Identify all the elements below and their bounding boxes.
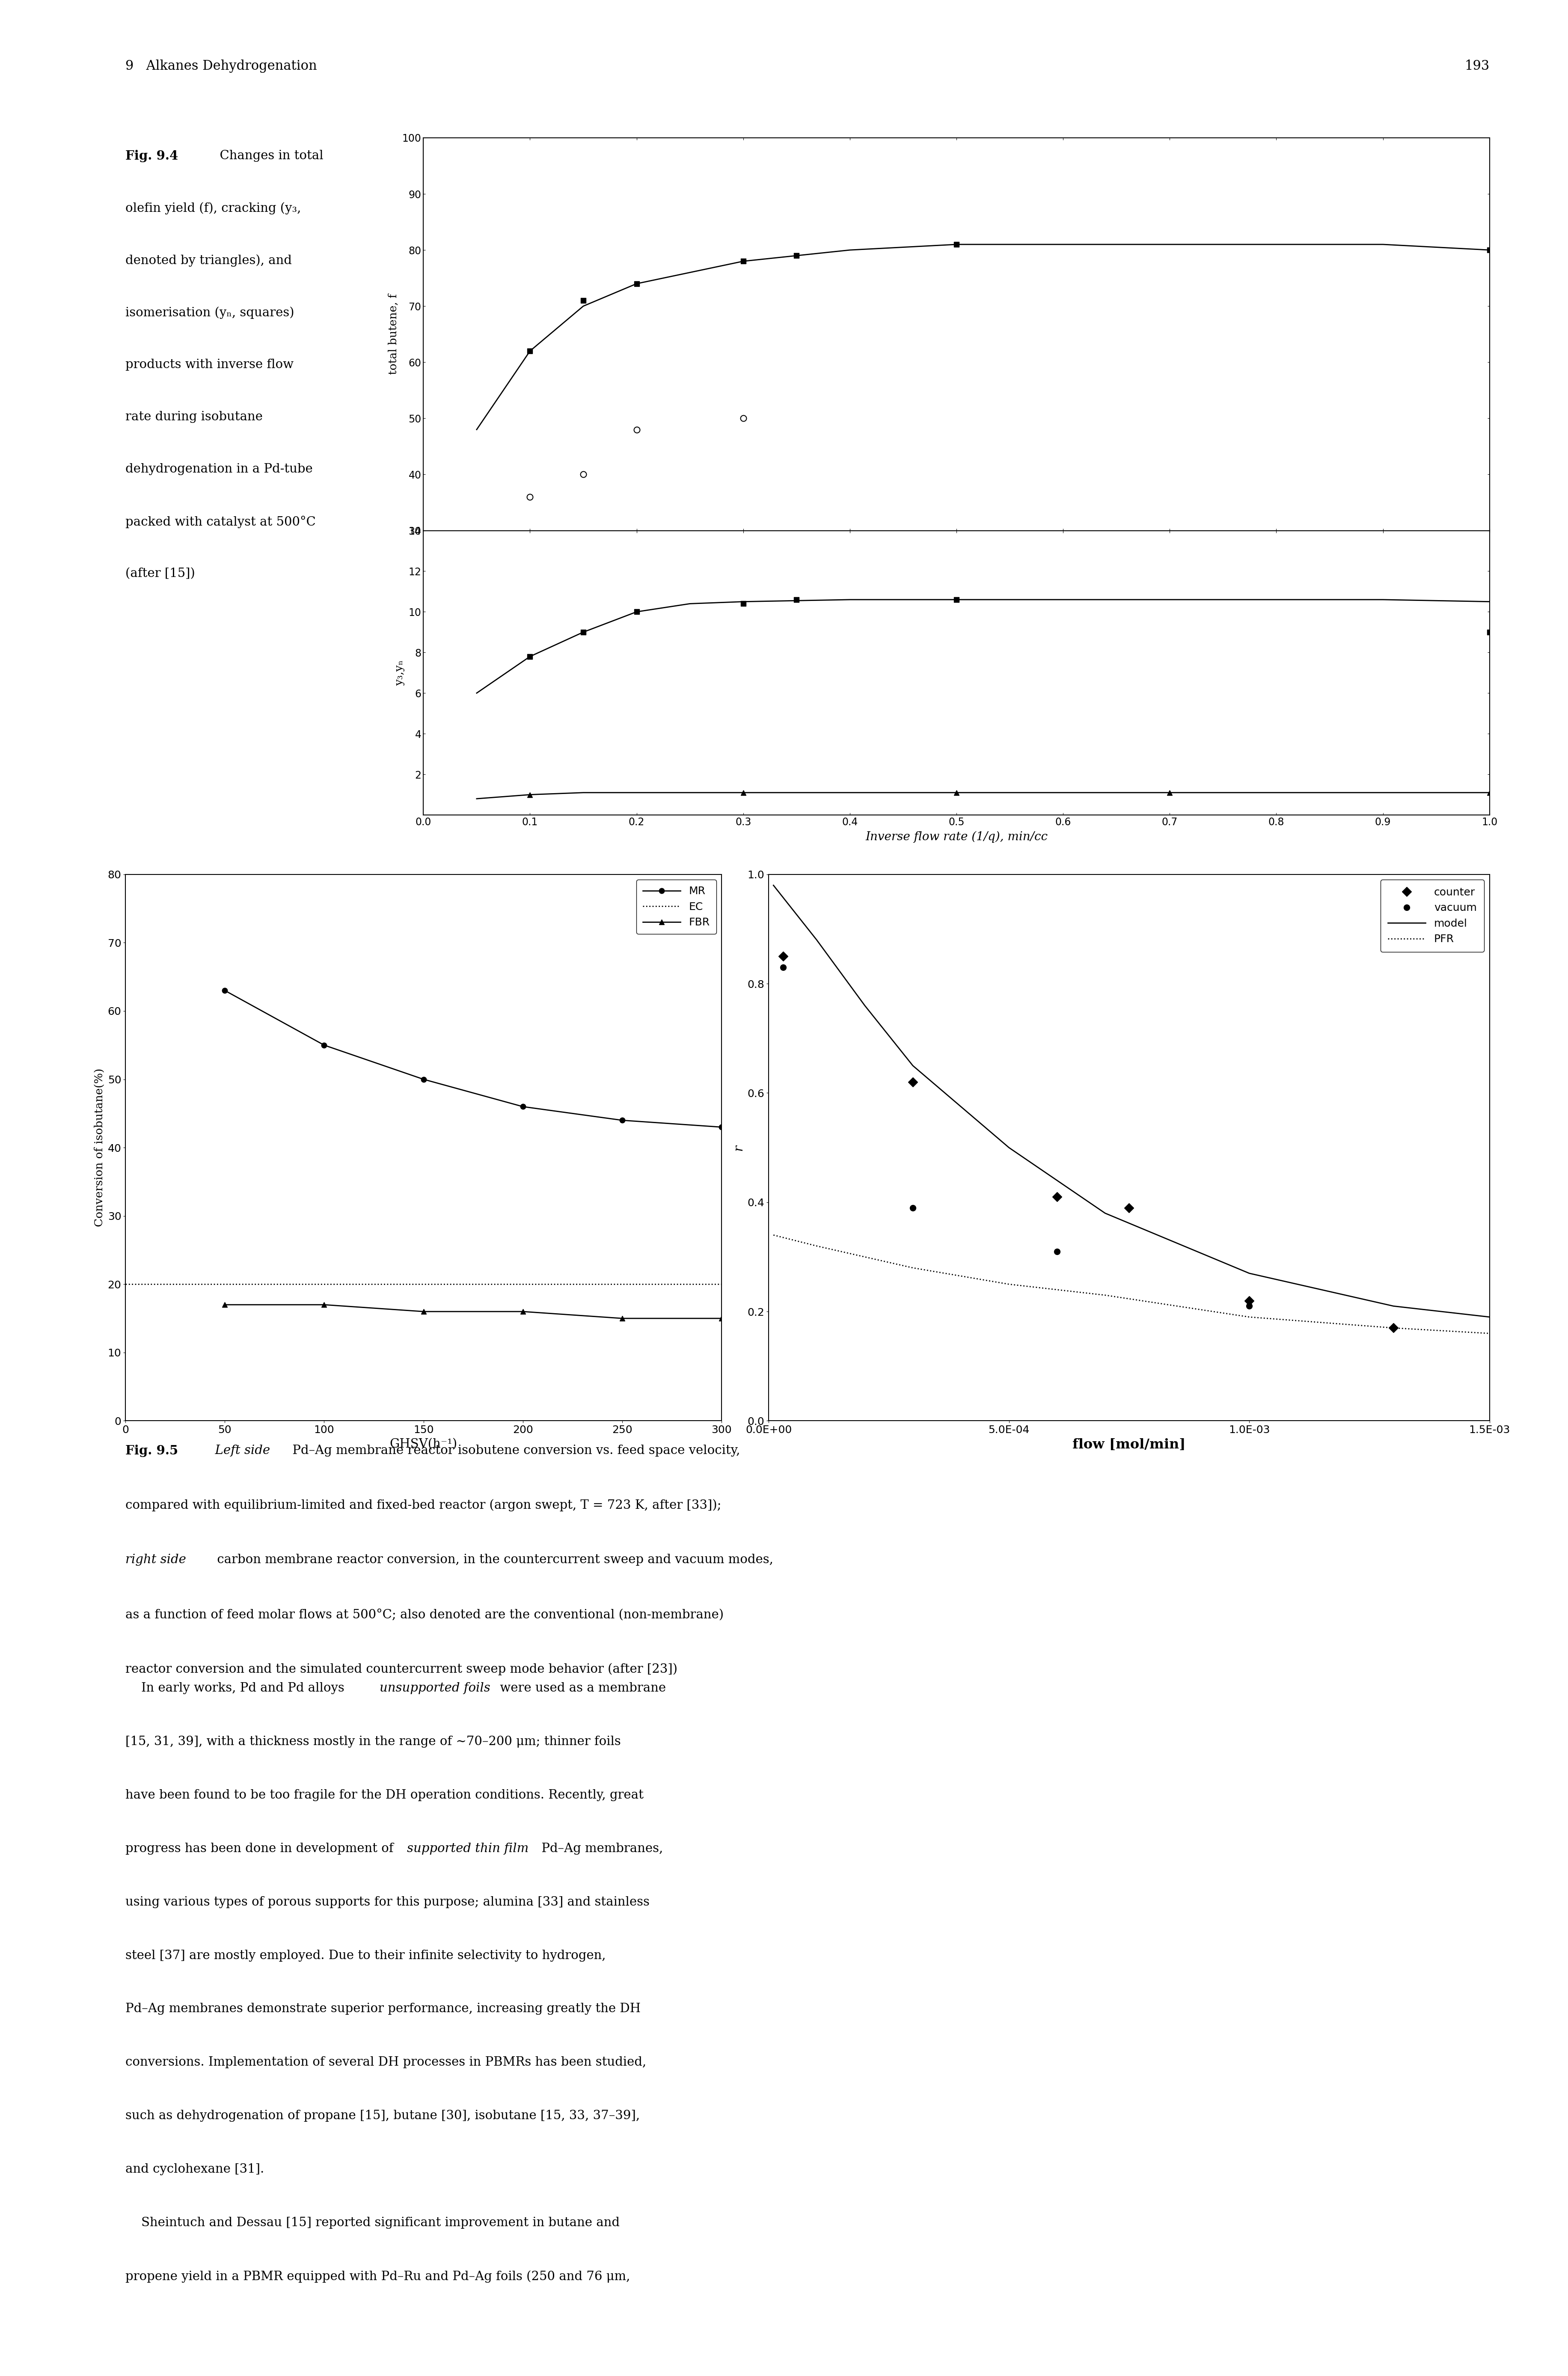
Text: have been found to be too fragile for the DH operation conditions. Recently, gre: have been found to be too fragile for th… [125, 1789, 643, 1801]
X-axis label: Inverse flow rate (1/q), min/cc: Inverse flow rate (1/q), min/cc [866, 832, 1047, 843]
PFR [764, 1221, 782, 1250]
PFR [1385, 1314, 1403, 1342]
Text: Pd–Ag membrane reactor isobutene conversion vs. feed space velocity,: Pd–Ag membrane reactor isobutene convers… [289, 1445, 740, 1456]
Text: unsupported foils: unsupported foils [379, 1682, 491, 1694]
FBR [613, 1304, 632, 1333]
PFR [999, 1269, 1018, 1297]
Text: as a function of feed molar flows at 500°C; also denoted are the conventional (n: as a function of feed molar flows at 500… [125, 1609, 724, 1620]
Text: propene yield in a PBMR equipped with Pd–Ru and Pd–Ag foils (250 and 76 μm,: propene yield in a PBMR equipped with Pd… [125, 2271, 630, 2283]
Y-axis label: total butene, f: total butene, f [387, 295, 398, 375]
Text: denoted by triangles), and: denoted by triangles), and [125, 254, 292, 266]
model [856, 991, 875, 1019]
model [1480, 1302, 1499, 1331]
PFR [1240, 1302, 1259, 1331]
PFR [903, 1255, 922, 1283]
Text: [15, 31, 39], with a thickness mostly in the range of ∼70–200 μm; thinner foils: [15, 31, 39], with a thickness mostly in… [125, 1734, 621, 1749]
Text: Left side: Left side [207, 1445, 270, 1456]
counter [773, 943, 792, 972]
model [999, 1133, 1018, 1162]
vacuum [1385, 1314, 1403, 1342]
Text: using various types of porous supports for this purpose; alumina [33] and stainl: using various types of porous supports f… [125, 1896, 649, 1908]
Text: olefin yield (f), cracking (y₃,: olefin yield (f), cracking (y₃, [125, 202, 301, 214]
Text: were used as a membrane: were used as a membrane [495, 1682, 666, 1694]
Line: vacuum: vacuum [781, 965, 1397, 1331]
Text: Sheintuch and Dessau [15] reported significant improvement in butane and: Sheintuch and Dessau [15] reported signi… [125, 2217, 619, 2229]
Line: PFR: PFR [773, 1236, 1490, 1333]
vacuum [903, 1193, 922, 1221]
model [764, 872, 782, 901]
counter [1385, 1314, 1403, 1342]
PFR [1480, 1319, 1499, 1347]
counter [903, 1067, 922, 1095]
vacuum [1047, 1238, 1066, 1266]
Text: compared with equilibrium-limited and fixed-bed reactor (argon swept, T = 723 K,: compared with equilibrium-limited and fi… [125, 1499, 721, 1511]
Text: Fig. 9.4: Fig. 9.4 [125, 150, 179, 162]
Text: Pd–Ag membranes demonstrate superior performance, increasing greatly the DH: Pd–Ag membranes demonstrate superior per… [125, 2003, 641, 2015]
model [1096, 1200, 1115, 1228]
PFR [808, 1231, 826, 1259]
Text: carbon membrane reactor conversion, in the countercurrent sweep and vacuum modes: carbon membrane reactor conversion, in t… [213, 1554, 773, 1566]
Legend: counter, vacuum, model, PFR: counter, vacuum, model, PFR [1380, 879, 1485, 953]
Line: model: model [773, 886, 1490, 1316]
Text: Changes in total: Changes in total [212, 150, 323, 162]
FBR [315, 1290, 334, 1319]
MR [513, 1093, 532, 1121]
Text: progress has been done in development of: progress has been done in development of [125, 1844, 398, 1856]
Text: isomerisation (yₙ, squares): isomerisation (yₙ, squares) [125, 307, 295, 318]
Text: and cyclohexane [31].: and cyclohexane [31]. [125, 2162, 263, 2176]
Text: conversions. Implementation of several DH processes in PBMRs has been studied,: conversions. Implementation of several D… [125, 2055, 646, 2069]
counter [1120, 1193, 1138, 1221]
MR [712, 1112, 731, 1140]
Line: counter: counter [779, 953, 1397, 1331]
model [1385, 1293, 1403, 1321]
Text: 9   Alkanes Dehydrogenation: 9 Alkanes Dehydrogenation [125, 59, 317, 74]
Text: (after [15]): (after [15]) [125, 568, 194, 580]
Y-axis label: r: r [732, 1145, 745, 1150]
Y-axis label: y₃,yₙ: y₃,yₙ [394, 661, 405, 687]
X-axis label: flow [mol/min]: flow [mol/min] [1073, 1437, 1185, 1452]
Text: In early works, Pd and Pd alloys: In early works, Pd and Pd alloys [125, 1682, 348, 1694]
Text: products with inverse flow: products with inverse flow [125, 359, 293, 371]
Text: rate during isobutane: rate during isobutane [125, 411, 263, 423]
PFR [856, 1243, 875, 1271]
FBR [712, 1304, 731, 1333]
X-axis label: GHSV(h⁻¹): GHSV(h⁻¹) [390, 1437, 458, 1449]
Text: Pd–Ag membranes,: Pd–Ag membranes, [538, 1844, 663, 1856]
Text: such as dehydrogenation of propane [15], butane [30], isobutane [15, 33, 37–39],: such as dehydrogenation of propane [15],… [125, 2110, 640, 2122]
MR [613, 1107, 632, 1136]
Text: supported thin film: supported thin film [408, 1844, 528, 1856]
Text: steel [37] are mostly employed. Due to their infinite selectivity to hydrogen,: steel [37] are mostly employed. Due to t… [125, 1948, 605, 1963]
Text: right side: right side [125, 1554, 187, 1566]
model [903, 1050, 922, 1079]
Legend: MR, EC, FBR: MR, EC, FBR [637, 879, 717, 934]
Y-axis label: Conversion of isobutane(%): Conversion of isobutane(%) [94, 1069, 105, 1226]
Text: 193: 193 [1465, 59, 1490, 74]
MR [414, 1064, 433, 1093]
counter [1240, 1285, 1259, 1314]
counter [1047, 1183, 1066, 1212]
vacuum [773, 953, 792, 981]
FBR [414, 1297, 433, 1326]
Text: Fig. 9.5: Fig. 9.5 [125, 1445, 179, 1456]
MR [215, 977, 234, 1005]
model [808, 927, 826, 955]
Line: FBR: FBR [223, 1302, 724, 1321]
vacuum [1240, 1293, 1259, 1321]
Text: packed with catalyst at 500°C: packed with catalyst at 500°C [125, 516, 315, 527]
Text: reactor conversion and the simulated countercurrent sweep mode behavior (after [: reactor conversion and the simulated cou… [125, 1663, 677, 1675]
model [1240, 1259, 1259, 1288]
FBR [513, 1297, 532, 1326]
Line: MR: MR [223, 988, 724, 1131]
Text: dehydrogenation in a Pd-tube: dehydrogenation in a Pd-tube [125, 463, 312, 475]
FBR [215, 1290, 234, 1319]
PFR [1096, 1281, 1115, 1309]
MR [315, 1031, 334, 1060]
